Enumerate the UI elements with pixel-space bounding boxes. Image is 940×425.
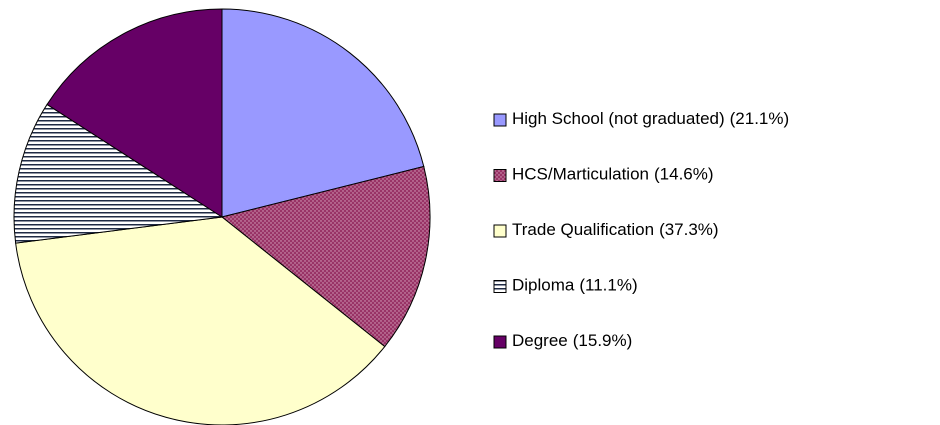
pie-slice <box>220 165 431 348</box>
legend: High School (not graduated) (21.1%) HCS/Ma… <box>493 109 789 350</box>
pie <box>13 8 431 425</box>
legend-swatch <box>493 280 507 293</box>
pie-slice <box>15 216 386 425</box>
legend-value: (14.6%) <box>654 165 714 184</box>
pie-slice <box>221 8 425 218</box>
pie-slice <box>13 103 224 244</box>
legend-label: Degree (15.9%) <box>512 331 632 350</box>
legend-swatch <box>493 335 507 349</box>
legend-value: (37.3%) <box>659 220 719 239</box>
legend-label: HCS/Marticulation (14.6%) <box>512 165 714 184</box>
legend-value: (15.9%) <box>573 331 633 350</box>
legend-swatch <box>493 169 507 182</box>
legend-category: Degree <box>512 331 568 350</box>
legend-swatch <box>493 113 507 127</box>
legend-category: HCS/Marticulation <box>512 165 649 184</box>
legend-value: (21.1%) <box>730 109 790 128</box>
legend-value: (11.1%) <box>579 276 637 295</box>
legend-label: High School (not graduated) (21.1%) <box>512 109 789 128</box>
legend-label: Trade Qualification (37.3%) <box>512 220 719 239</box>
pie-slice <box>46 8 223 218</box>
legend-category: High School (not graduated) <box>512 109 725 128</box>
legend-swatch <box>493 224 507 238</box>
legend-category: Diploma <box>512 276 575 295</box>
legend-label: Diploma (11.1%) <box>512 276 638 295</box>
legend-category: Trade Qualification <box>512 220 654 239</box>
